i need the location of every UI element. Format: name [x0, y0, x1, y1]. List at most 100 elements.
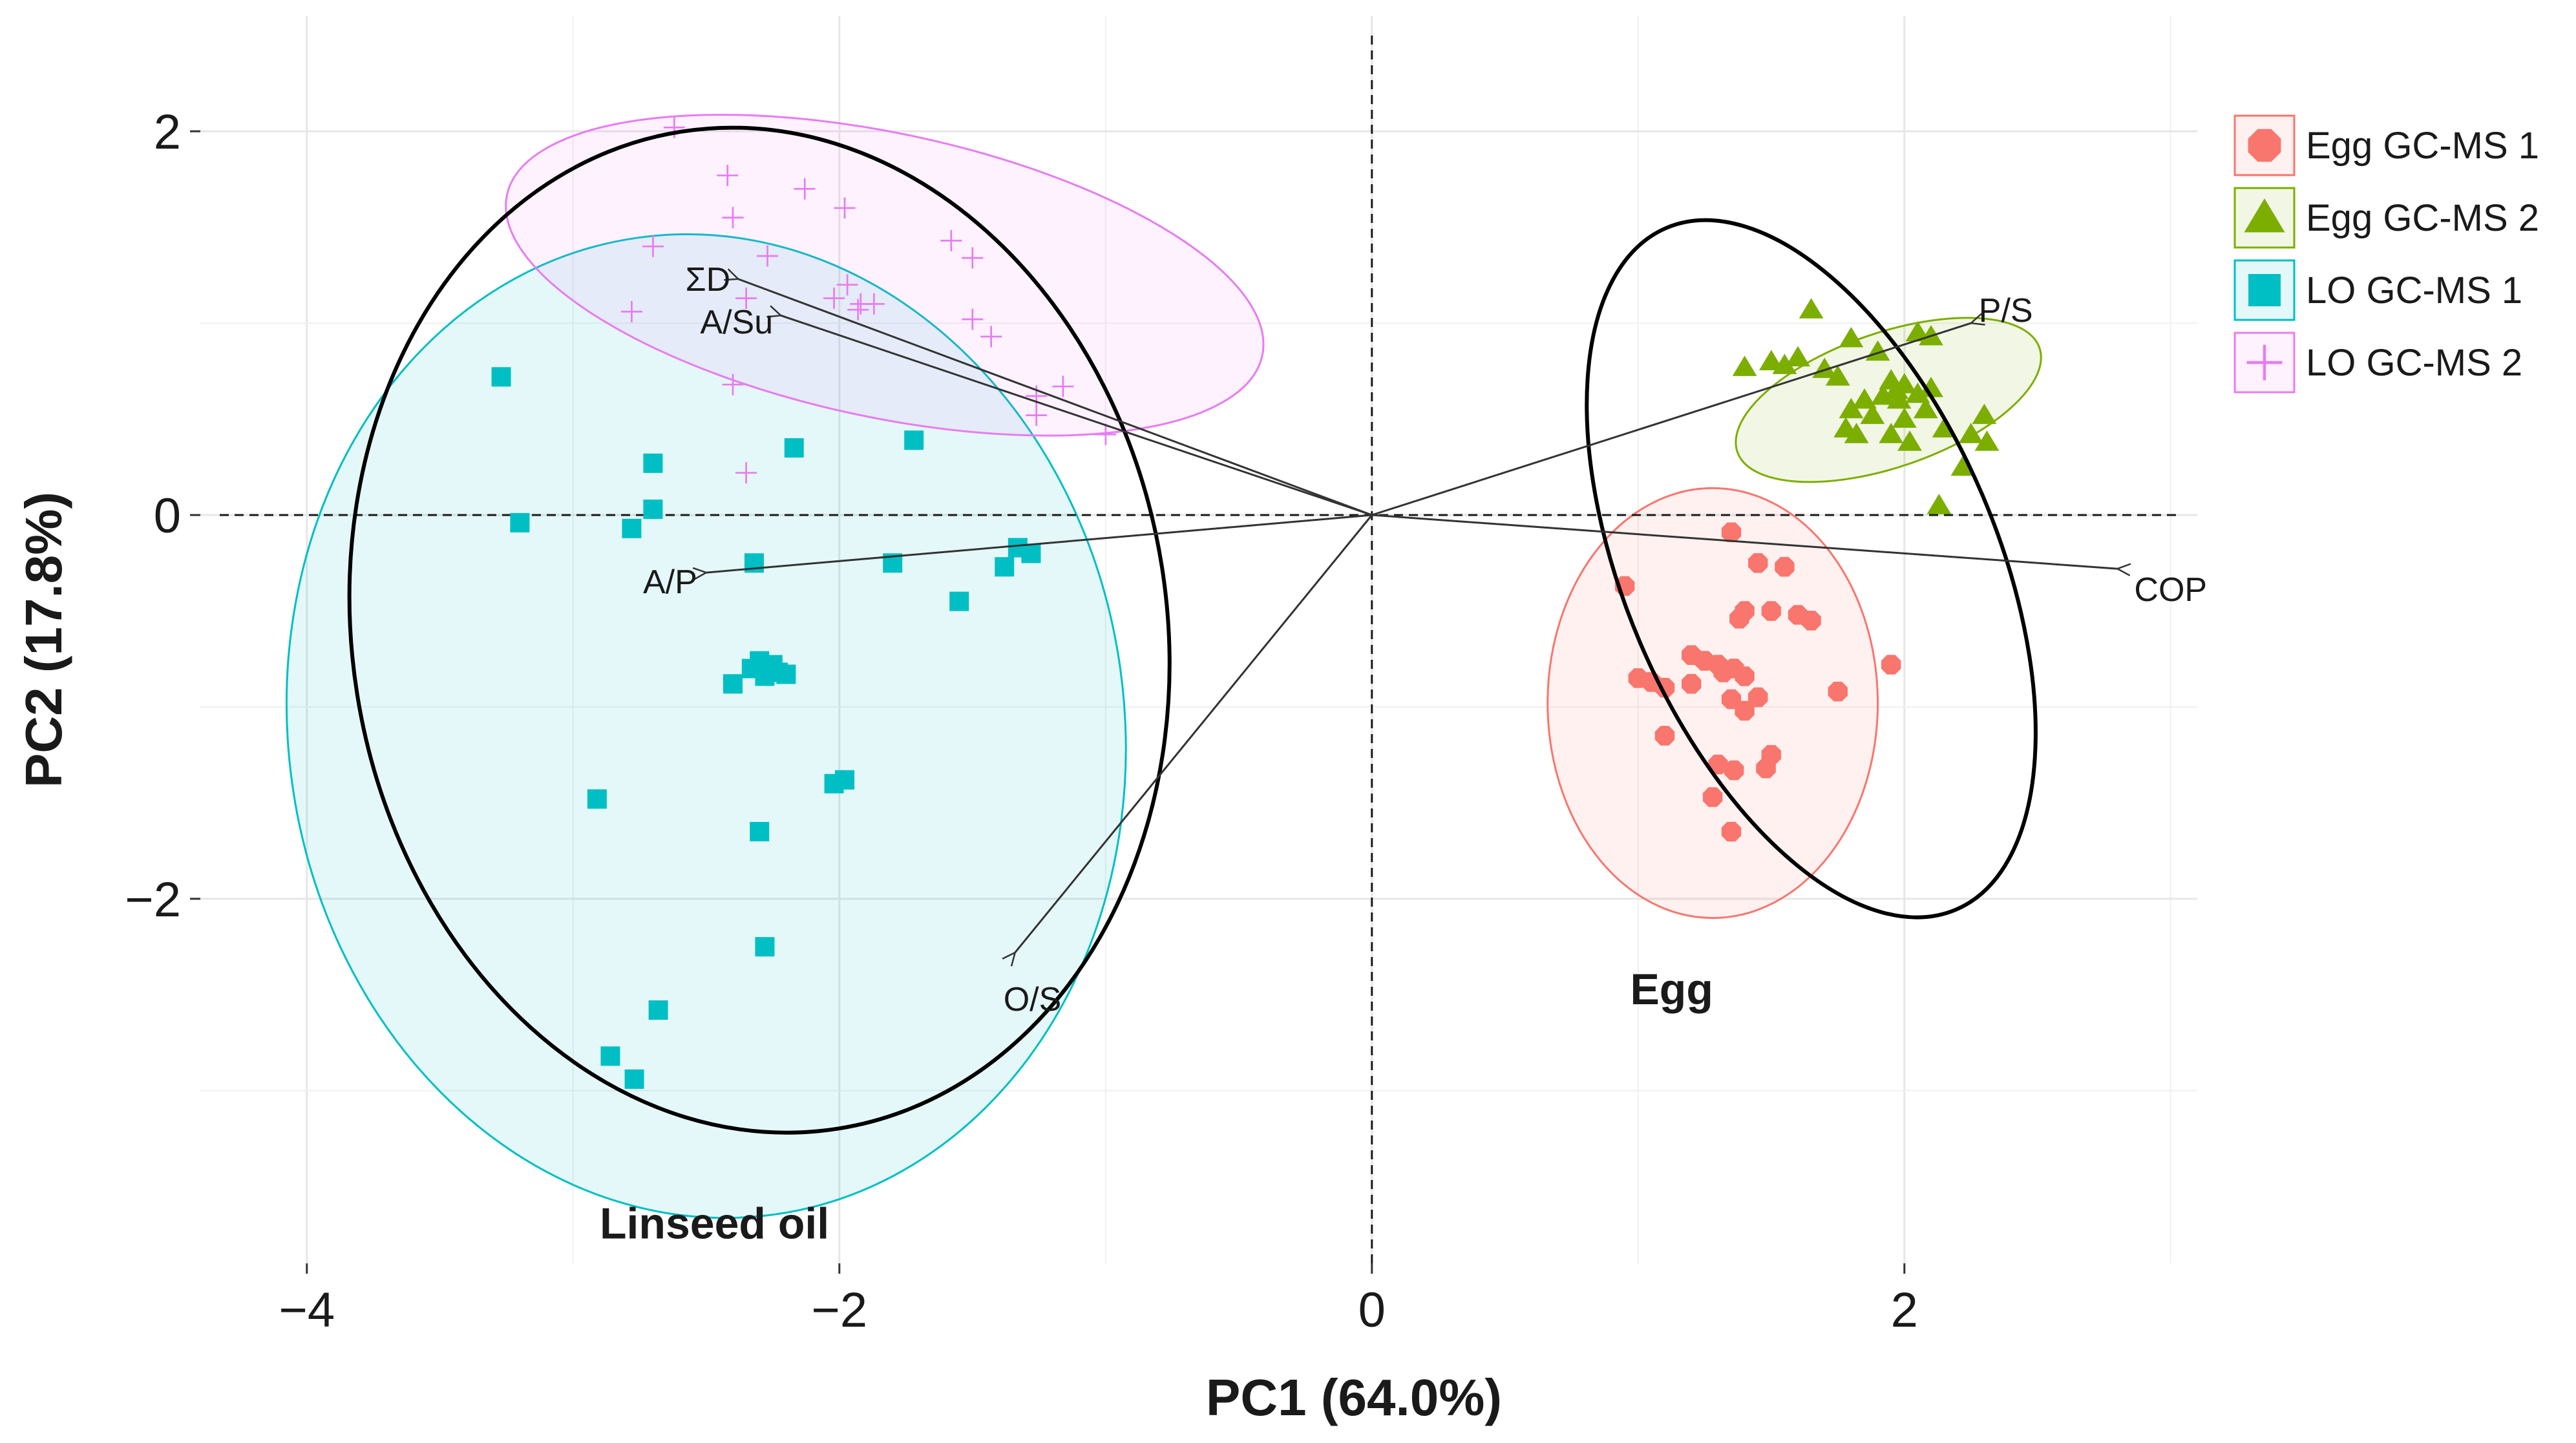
- ellipse-egg-gc-ms-1: [1547, 487, 1879, 920]
- point-egg-gc-ms-1: [1881, 655, 1901, 675]
- point-egg-gc-ms-2: [1927, 494, 1952, 514]
- loading-arrow-d: [738, 279, 1373, 516]
- ellipse-lo-gc-ms-2: [505, 114, 1265, 437]
- point-lo-gc-ms-2: [834, 197, 856, 219]
- point-egg-gc-ms-2: [1972, 403, 1997, 425]
- point-egg-gc-ms-2: [1974, 430, 2000, 451]
- point-lo-gc-ms-2: [940, 229, 962, 251]
- point-egg-gc-ms-1: [1761, 601, 1781, 621]
- point-egg-gc-ms-1: [1708, 655, 1728, 675]
- y-tick-label: 0: [154, 489, 181, 543]
- point-egg-gc-ms-2: [1892, 407, 1917, 428]
- x-axis-title: PC1 (64.0%): [1206, 1369, 1502, 1426]
- point-egg-gc-ms-2: [1870, 384, 1895, 405]
- point-egg-gc-ms-1: [1748, 687, 1768, 708]
- legend-marker-lo-gc-ms-1: [2248, 274, 2281, 306]
- legend-marker-egg-gc-ms-1: [2248, 129, 2281, 162]
- legend-label-lo-gc-ms-1: LO GC-MS 1: [2306, 269, 2522, 311]
- point-lo-gc-ms-1: [600, 1046, 620, 1066]
- group-ellipse-egg: [1585, 218, 2038, 920]
- loading-label-o-s: O/S: [1004, 981, 1062, 1018]
- loading-label-a-p: A/P: [643, 564, 697, 601]
- point-egg-gc-ms-2: [1844, 423, 1869, 443]
- point-egg-gc-ms-1: [1801, 611, 1821, 631]
- loading-label-p-s: P/S: [1979, 292, 2033, 330]
- data-points: [491, 116, 2000, 1089]
- point-egg-gc-ms-1: [1721, 689, 1742, 710]
- point-egg-gc-ms-1: [1721, 522, 1742, 542]
- point-egg-gc-ms-2: [1839, 326, 1864, 348]
- point-lo-gc-ms-1: [784, 438, 804, 458]
- point-lo-gc-ms-2: [980, 326, 1002, 348]
- point-lo-gc-ms-2: [847, 299, 869, 321]
- point-lo-gc-ms-1: [648, 1000, 668, 1020]
- legend-label-egg-gc-ms-2: Egg GC-MS 2: [2306, 197, 2539, 239]
- point-lo-gc-ms-2: [794, 178, 816, 200]
- point-lo-gc-ms-1: [1021, 543, 1041, 564]
- point-egg-gc-ms-2: [1758, 350, 1784, 370]
- point-lo-gc-ms-1: [995, 557, 1015, 577]
- point-egg-gc-ms-1: [1828, 681, 1848, 702]
- loading-label-cop: COP: [2134, 571, 2207, 609]
- point-lo-gc-ms-1: [510, 512, 530, 532]
- point-egg-gc-ms-2: [1799, 298, 1824, 319]
- x-tick-label: −2: [811, 1283, 867, 1338]
- point-lo-gc-ms-2: [823, 287, 845, 309]
- point-lo-gc-ms-2: [836, 274, 858, 296]
- axes: −4 −2 0 2 −2 0 2 PC1 (64.0%) PC2 (17.8%): [15, 105, 1918, 1426]
- confidence-ellipse-fills: [286, 114, 2042, 1219]
- loading-arrow-a-su: [781, 315, 1373, 516]
- point-lo-gc-ms-1: [622, 518, 642, 538]
- legend-marker-egg-gc-ms-2: [2244, 198, 2285, 233]
- point-egg-gc-ms-2: [1905, 321, 1930, 342]
- point-lo-gc-ms-2: [1052, 375, 1074, 397]
- point-egg-gc-ms-1: [1735, 700, 1755, 721]
- point-egg-gc-ms-1: [1721, 821, 1742, 842]
- legend: Egg GC-MS 1 Egg GC-MS 2 LO GC-MS 1 LO GC-MS…: [2233, 114, 2539, 394]
- point-egg-gc-ms-2: [1825, 365, 1850, 386]
- loading-arrow-p-s: [1371, 323, 1971, 516]
- point-egg-gc-ms-1: [1654, 726, 1675, 746]
- y-axis-title: PC2 (17.8%): [15, 492, 72, 788]
- annotation-egg: Egg: [1630, 965, 1713, 1014]
- point-egg-gc-ms-1: [1708, 754, 1728, 775]
- annotation-linseed-oil: Linseed oil: [600, 1199, 829, 1248]
- x-tick-label: −4: [279, 1283, 335, 1338]
- point-egg-gc-ms-2: [1786, 346, 1810, 367]
- point-egg-gc-ms-2: [1913, 397, 1938, 419]
- point-lo-gc-ms-1: [643, 453, 663, 473]
- y-tick-label: 2: [154, 105, 181, 160]
- group-ellipse-linseed-oil: [347, 125, 1172, 1135]
- point-egg-gc-ms-1: [1724, 760, 1744, 781]
- point-egg-gc-ms-1: [1748, 553, 1768, 573]
- point-lo-gc-ms-1: [723, 674, 743, 694]
- point-egg-gc-ms-1: [1756, 758, 1776, 779]
- point-egg-gc-ms-2: [1919, 377, 1943, 397]
- group-annotations: Linseed oil Egg: [600, 965, 1713, 1248]
- point-egg-gc-ms-2: [1958, 423, 1983, 443]
- point-lo-gc-ms-2: [722, 207, 744, 229]
- loading-arrows: ΣD A/Su A/P O/S P/S COP: [643, 261, 2207, 1018]
- loading-label-a-su: A/Su: [700, 304, 773, 341]
- group-ellipses: [347, 125, 2038, 1135]
- point-lo-gc-ms-1: [755, 666, 775, 686]
- point-egg-gc-ms-2: [1852, 388, 1877, 409]
- legend-label-lo-gc-ms-2: LO GC-MS 2: [2306, 342, 2522, 384]
- point-lo-gc-ms-1: [750, 821, 770, 841]
- point-lo-gc-ms-1: [835, 770, 855, 790]
- point-lo-gc-ms-1: [904, 430, 924, 450]
- loading-arrow-a-p: [706, 514, 1372, 573]
- point-lo-gc-ms-2: [863, 293, 885, 315]
- point-egg-gc-ms-2: [1886, 388, 1912, 409]
- x-tick-label: 0: [1358, 1283, 1386, 1338]
- loading-label-d: ΣD: [686, 261, 731, 299]
- loading-arrow-o-s: [1015, 514, 1373, 953]
- reference-lines: [220, 36, 2178, 1263]
- point-egg-gc-ms-2: [1897, 430, 1922, 451]
- legend-marker-lo-gc-ms-2: [2246, 344, 2283, 381]
- point-egg-gc-ms-2: [1860, 403, 1885, 425]
- point-lo-gc-ms-1: [776, 664, 796, 684]
- point-egg-gc-ms-1: [1775, 556, 1795, 577]
- y-tick-label: −2: [125, 872, 181, 927]
